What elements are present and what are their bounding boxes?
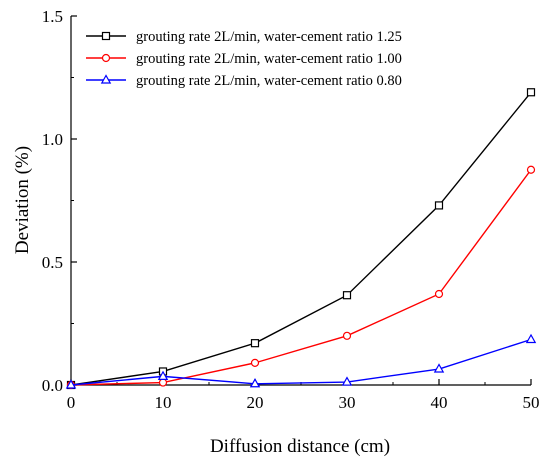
data-point: [249, 378, 261, 388]
axes: [70, 16, 531, 386]
x-tick-label: 10: [155, 393, 172, 412]
x-tick-label: 0: [67, 393, 76, 412]
legend-marker: [100, 74, 112, 84]
series-line: [70, 338, 532, 386]
data-point: [434, 289, 444, 299]
data-point: [342, 291, 352, 300]
legend-marker: [101, 53, 111, 63]
legend-label: grouting rate 2L/min, water-cement ratio…: [136, 73, 402, 89]
series-line: [70, 169, 532, 386]
y-tick-label: 1.5: [42, 7, 63, 26]
data-point: [342, 331, 352, 340]
x-tick-label: 40: [431, 393, 448, 412]
legend-entry-3: grouting rate 2L/min, water-cement ratio…: [86, 73, 402, 89]
y-tick-label: 0.0: [42, 376, 63, 395]
series-line: [70, 91, 532, 386]
y-tick-label: 1.0: [42, 130, 63, 149]
y-tick-label: 0.5: [42, 253, 63, 272]
legend-entry-1: grouting rate 2L/min, water-cement ratio…: [86, 29, 402, 45]
series-2: [66, 165, 536, 390]
x-tick-label: 30: [339, 393, 356, 412]
data-point: [250, 358, 260, 367]
ticks: 0 10 20 30 40 50 0.0 0.5 1.0 1.5: [42, 7, 540, 412]
y-axis-title: Deviation (%): [12, 146, 33, 254]
x-axis-title: Diffusion distance (cm): [210, 436, 390, 457]
data-point: [157, 370, 169, 380]
x-tick-label: 50: [523, 393, 540, 412]
data-point: [250, 339, 260, 348]
data-point: [526, 165, 536, 174]
series-3: [65, 333, 537, 389]
series-1: [66, 88, 536, 390]
legend-label: grouting rate 2L/min, water-cement ratio…: [136, 51, 402, 67]
x-tick-label: 20: [247, 393, 264, 412]
data-point: [65, 379, 77, 389]
legend-marker: [101, 31, 111, 41]
data-point: [158, 378, 168, 387]
legend-entry-2: grouting rate 2L/min, water-cement ratio…: [86, 51, 402, 67]
legend: grouting rate 2L/min, water-cement ratio…: [86, 29, 402, 89]
data-point: [434, 201, 444, 210]
series-layer: [65, 88, 537, 390]
data-point: [526, 88, 536, 97]
data-point: [341, 376, 353, 386]
legend-label: grouting rate 2L/min, water-cement ratio…: [136, 29, 402, 45]
data-point: [433, 363, 445, 373]
data-point: [525, 333, 537, 344]
